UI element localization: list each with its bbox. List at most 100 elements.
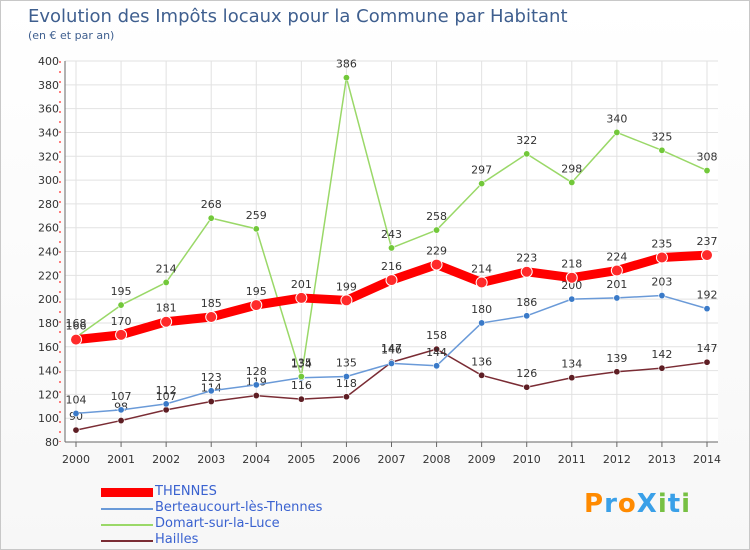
point-thennes bbox=[430, 258, 443, 271]
point-berteaucourt-les-thennes bbox=[342, 373, 350, 381]
point-thennes bbox=[610, 264, 623, 277]
data-label-hailles: 139 bbox=[606, 352, 627, 365]
point-hailles bbox=[342, 393, 350, 401]
legend-label-berteaucourt: Berteaucourt-lès-Thennes bbox=[155, 500, 323, 515]
data-label-hailles: 126 bbox=[516, 367, 537, 380]
point-hailles bbox=[523, 383, 531, 391]
point-berteaucourt-les-thennes bbox=[387, 359, 395, 367]
point-hailles bbox=[162, 406, 170, 414]
point-hailles bbox=[568, 374, 576, 382]
x-tick-label: 2000 bbox=[62, 453, 90, 466]
point-thennes bbox=[701, 249, 713, 262]
point-berteaucourt-les-thennes bbox=[207, 387, 215, 395]
point-hailles bbox=[72, 426, 80, 434]
point-domart-sur-la-luce bbox=[387, 244, 395, 252]
data-label-domart-sur-la-luce: 259 bbox=[246, 209, 267, 222]
x-tick-label: 2001 bbox=[107, 453, 135, 466]
data-label-domart-sur-la-luce: 195 bbox=[111, 285, 132, 298]
point-berteaucourt-les-thennes bbox=[478, 319, 486, 327]
point-hailles bbox=[117, 417, 125, 425]
point-domart-sur-la-luce bbox=[478, 180, 486, 188]
y-tick-label: 380 bbox=[38, 79, 59, 92]
data-label-hailles: 142 bbox=[651, 348, 672, 361]
point-berteaucourt-les-thennes bbox=[433, 362, 441, 370]
data-label-thennes: 199 bbox=[336, 280, 357, 293]
legend-swatch-hailles bbox=[101, 540, 153, 542]
x-tick-label: 2006 bbox=[332, 453, 360, 466]
x-tick-label: 2009 bbox=[468, 453, 496, 466]
point-berteaucourt-les-thennes bbox=[162, 400, 170, 408]
logo-letter: i bbox=[681, 489, 692, 519]
data-label-hailles: 136 bbox=[471, 355, 492, 368]
data-label-hailles: 147 bbox=[381, 342, 402, 355]
logo-letter: i bbox=[657, 489, 668, 519]
data-label-domart-sur-la-luce: 243 bbox=[381, 228, 402, 241]
point-thennes bbox=[160, 315, 173, 328]
point-thennes bbox=[250, 299, 263, 312]
y-tick-label: 140 bbox=[38, 365, 59, 378]
point-hailles bbox=[252, 392, 260, 400]
x-tick-label: 2005 bbox=[287, 453, 315, 466]
point-hailles bbox=[207, 398, 215, 406]
data-label-hailles: 158 bbox=[426, 329, 447, 342]
point-hailles bbox=[613, 368, 621, 376]
point-thennes bbox=[295, 291, 308, 304]
x-tick-label: 2002 bbox=[152, 453, 180, 466]
data-label-thennes: 218 bbox=[561, 258, 582, 271]
logo-letter: t bbox=[667, 489, 682, 519]
data-label-berteaucourt-les-thennes: 200 bbox=[561, 279, 582, 292]
data-label-thennes: 229 bbox=[426, 245, 447, 258]
point-domart-sur-la-luce bbox=[613, 128, 621, 136]
legend-swatch-berteaucourt bbox=[101, 508, 153, 510]
data-label-domart-sur-la-luce: 214 bbox=[156, 262, 177, 275]
y-tick-label: 220 bbox=[38, 269, 59, 282]
chart-title: Evolution des Impôts locaux pour la Comm… bbox=[28, 6, 568, 27]
data-label-berteaucourt-les-thennes: 180 bbox=[471, 303, 492, 316]
point-berteaucourt-les-thennes bbox=[523, 312, 531, 320]
legend-swatch-domart bbox=[101, 524, 153, 526]
data-label-berteaucourt-les-thennes: 135 bbox=[336, 357, 357, 370]
data-label-thennes: 224 bbox=[606, 251, 627, 264]
data-label-berteaucourt-les-thennes: 146 bbox=[381, 343, 402, 356]
point-domart-sur-la-luce bbox=[207, 214, 215, 222]
point-berteaucourt-les-thennes bbox=[703, 305, 711, 313]
y-tick-label: 400 bbox=[38, 55, 59, 68]
data-label-berteaucourt-les-thennes: 203 bbox=[651, 276, 672, 289]
point-domart-sur-la-luce bbox=[162, 278, 170, 286]
proxiti-logo: ProXiti bbox=[584, 489, 691, 519]
data-label-hailles: 107 bbox=[156, 390, 177, 403]
y-tick-label: 240 bbox=[38, 246, 59, 259]
y-tick-label: 280 bbox=[38, 198, 59, 211]
x-tick-label: 2003 bbox=[197, 453, 225, 466]
y-tick-label: 260 bbox=[38, 222, 59, 235]
data-label-domart-sur-la-luce: 268 bbox=[201, 198, 222, 211]
point-berteaucourt-les-thennes bbox=[658, 292, 666, 300]
x-tick-label: 2008 bbox=[423, 453, 451, 466]
point-berteaucourt-les-thennes bbox=[252, 381, 260, 389]
x-tick-label: 2013 bbox=[648, 453, 676, 466]
data-label-thennes: 201 bbox=[291, 278, 312, 291]
point-thennes bbox=[520, 265, 533, 278]
data-label-domart-sur-la-luce: 258 bbox=[426, 210, 447, 223]
y-tick-label: 320 bbox=[38, 150, 59, 163]
data-label-thennes: 195 bbox=[246, 285, 267, 298]
x-tick-label: 2012 bbox=[603, 453, 631, 466]
data-label-thennes: 170 bbox=[111, 315, 132, 328]
data-label-berteaucourt-les-thennes: 201 bbox=[606, 278, 627, 291]
point-thennes bbox=[655, 251, 668, 264]
data-label-thennes: 223 bbox=[516, 252, 537, 265]
data-label-berteaucourt-les-thennes: 123 bbox=[201, 371, 222, 384]
point-berteaucourt-les-thennes bbox=[117, 406, 125, 414]
point-hailles bbox=[703, 358, 711, 366]
point-thennes bbox=[385, 274, 398, 287]
data-label-thennes: 166 bbox=[66, 320, 87, 333]
data-label-berteaucourt-les-thennes: 107 bbox=[111, 390, 132, 403]
y-tick-label: 360 bbox=[38, 103, 59, 116]
data-label-berteaucourt-les-thennes: 144 bbox=[426, 346, 447, 359]
logo-letter: P bbox=[584, 489, 605, 519]
data-label-domart-sur-la-luce: 386 bbox=[336, 58, 357, 71]
y-tick-label: 300 bbox=[38, 174, 59, 187]
point-hailles bbox=[297, 395, 305, 403]
legend-swatch-thennes bbox=[101, 488, 153, 497]
data-label-berteaucourt-les-thennes: 104 bbox=[66, 393, 87, 406]
